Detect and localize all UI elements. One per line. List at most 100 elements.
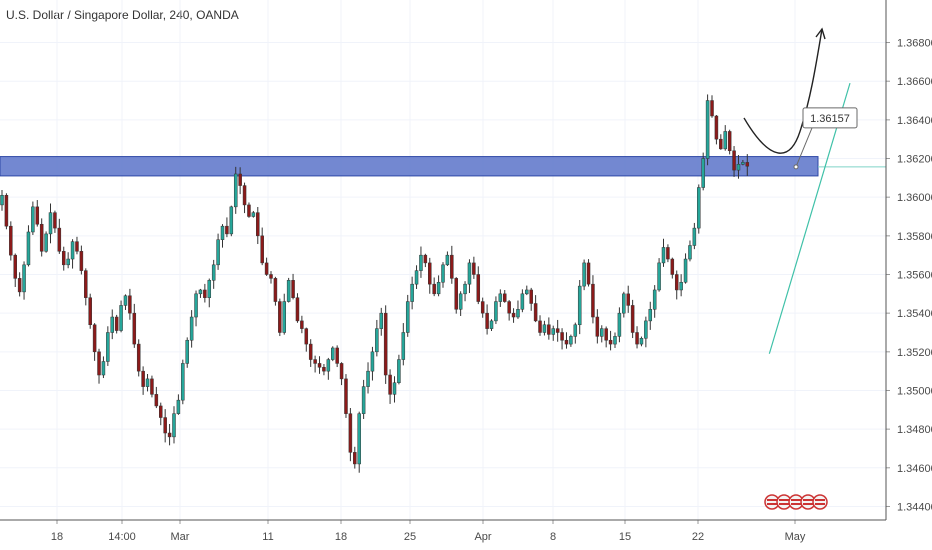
candle-body [106,332,110,362]
candle-body [317,363,322,368]
candle-body [97,351,101,376]
candle-body [714,115,719,140]
candle-body [203,289,207,298]
x-tick-label: 18 [335,531,347,543]
candle-body [251,212,256,217]
candle-body [414,270,419,285]
candle-body [295,297,300,322]
flag-stripe [803,503,813,505]
candle-body [44,233,48,252]
candle-body [692,227,697,246]
candle-body [26,231,31,266]
candle-body [9,225,13,256]
candle-body [538,320,542,333]
candle-body [225,225,229,235]
candle-body [630,305,635,333]
candle-body [379,312,384,329]
candle-body [154,394,159,407]
candle-body [551,328,555,335]
candle-body [370,351,375,372]
candle-body [136,343,141,372]
y-tick-label: 1.36200 [897,154,932,166]
candle-body [701,158,705,188]
candle-body [520,293,525,310]
candle-body [586,262,591,285]
candle-body [450,254,454,279]
candle-body [432,283,436,295]
candle-body [216,239,220,266]
y-tick-label: 1.34800 [897,424,932,436]
candle-body [167,432,172,438]
candle-body [502,293,507,302]
candle-body [242,185,247,206]
candle-body [410,283,414,302]
candle-body [39,223,44,252]
candle-body [697,187,701,229]
candle-body [617,312,622,337]
price-label: 1.36157 [793,107,858,170]
candle-body [313,359,317,364]
candle-body [335,347,339,364]
candle-body [392,382,397,395]
candle-body [507,301,511,314]
candle-body [17,278,22,293]
candle-body [92,324,97,353]
candle-body [141,370,145,387]
candle-body [533,303,538,322]
candle-body [198,289,203,295]
candle-body [436,281,441,295]
candle-body [348,413,353,453]
candle-body [547,324,551,335]
candle-body [595,316,600,337]
candle-body [472,262,476,275]
candle-body [397,359,401,384]
candle-body [591,283,595,318]
candle-body [648,309,653,322]
candle-body [331,347,335,360]
y-tick-label: 1.34400 [897,501,932,513]
candle-body [88,297,92,326]
candle-body [176,399,181,414]
flag-stripe [791,499,801,501]
y-tick-label: 1.34600 [897,463,932,475]
candle-body [401,332,406,360]
candle-body [0,194,4,206]
candle-body [48,212,53,235]
candle-body [189,316,194,341]
candle-body [145,378,150,387]
x-tick-label: Apr [474,531,491,543]
candle-body [70,241,75,260]
candle-body [555,328,560,333]
candle-body [304,328,309,345]
x-tick-label: 8 [550,531,556,543]
candle-body [710,100,714,117]
candle-body [525,289,529,295]
candle-body [604,328,608,341]
flag-stripe [791,503,801,505]
y-tick-label: 1.35200 [897,347,932,359]
candle-body [423,254,428,264]
price-label-box [802,107,858,129]
candle-body [278,301,282,333]
candle-body [498,293,503,302]
candle-body [207,280,212,298]
candle-body [608,339,613,345]
candle-body [383,312,388,376]
candle-body [260,235,264,264]
candle-body [463,283,467,295]
candle-body [282,301,286,333]
candle-body [300,320,304,329]
event-flag-icon [812,494,828,510]
price-label-pointer [795,127,813,168]
candle-body [233,173,238,208]
candle-body [564,339,569,345]
x-tick-label: Mar [171,531,190,543]
candle-body [705,100,710,159]
candle-body [185,339,189,364]
candle-body [181,363,185,401]
candle-body [467,262,472,285]
candle-body [480,301,485,314]
candle-body [375,328,379,353]
